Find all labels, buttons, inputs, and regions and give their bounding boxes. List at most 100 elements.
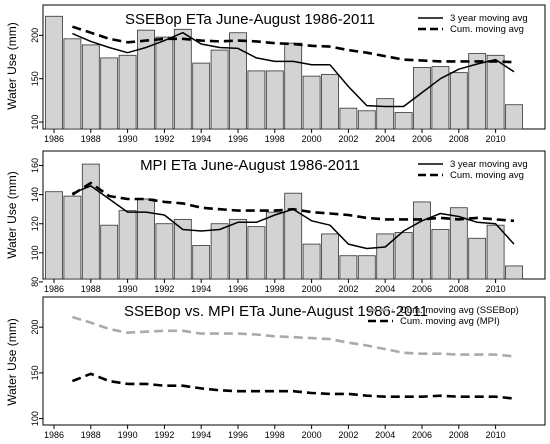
bar-2003 [357,255,376,280]
x-tick-label: 1988 [81,134,101,144]
y-tick-label: 100 [30,411,40,426]
chart-title: MPI ETa June-August 1986-2011 [140,157,360,174]
series-line-2 [71,25,515,64]
x-tick-label: 2000 [302,430,322,440]
plot-frame [42,296,546,426]
legend-entry: 3 year moving avg [450,13,528,24]
bar-2004 [376,98,395,130]
bar-2004 [376,233,395,280]
x-tick-label: 2006 [412,134,432,144]
y-axis-label: Water Use (mm) [5,171,19,259]
bar-1991 [137,29,155,130]
bar-1998 [265,211,284,280]
bar-1988 [81,44,100,130]
y-tick-label: 120 [30,216,40,231]
bar-1994 [192,245,211,280]
bar-1999 [284,42,303,130]
bar-2010 [486,224,505,280]
bar-1998 [265,70,284,130]
bar-1989 [100,57,119,130]
bar-2007 [431,229,450,280]
bar-1996 [229,32,247,130]
x-tick-label: 1990 [118,430,138,440]
x-tick-label: 1986 [44,430,64,440]
series-line-0 [72,315,515,358]
bar-1990 [118,54,137,130]
bar-2001 [321,233,339,280]
y-tick-label: 160 [30,158,40,173]
bar-2008 [449,72,468,130]
y-tick-label: 100 [30,245,40,260]
series-line-2 [71,181,515,223]
bar-1987 [63,195,82,280]
x-tick-label: 1994 [191,430,211,440]
bar-1999 [284,192,303,280]
bar-2001 [321,73,339,130]
bar-2010 [486,54,505,130]
x-tick-label: 2004 [375,134,395,144]
legend-entry: 3 year moving avg [450,159,528,170]
x-tick-label: 2010 [486,284,506,294]
x-tick-label: 1998 [265,134,285,144]
bar-1992 [155,36,174,130]
bar-1992 [155,223,174,280]
x-tick-label: 1986 [44,134,64,144]
chart-title: SSEBop vs. MPI ETa June-August 1986-2011 [124,303,428,320]
x-tick-label: 1998 [265,430,285,440]
x-tick-label: 2010 [486,134,506,144]
x-tick-label: 1996 [228,284,248,294]
bar-2011 [505,265,523,280]
x-tick-label: 2008 [449,284,469,294]
x-tick-label: 2008 [449,430,469,440]
bar-1986 [45,15,63,130]
bar-2009 [468,53,487,130]
bar-1993 [173,28,192,130]
legend-entry: Cum. moving avg [450,170,524,181]
legend-entry: Cum. moving avg (SSEBop) [400,305,519,316]
x-tick-label: 2006 [412,430,432,440]
bar-1986 [45,191,63,280]
bar-1993 [173,218,192,280]
x-tick-label: 2010 [486,430,506,440]
y-tick-label: 140 [30,187,40,202]
y-axis-label: Water Use (mm) [5,22,19,110]
chart-title: SSEBop ETa June-August 1986-2011 [125,11,375,28]
x-tick-label: 1994 [191,284,211,294]
bar-2003 [357,110,376,130]
bar-1988 [81,163,100,280]
bar-2009 [468,237,487,280]
x-tick-label: 1988 [81,430,101,440]
x-tick-label: 2006 [412,284,432,294]
y-tick-label: 100 [30,115,40,130]
x-tick-label: 2002 [338,284,358,294]
y-axis-label: Water Use (mm) [5,318,19,406]
y-tick-label: 200 [30,28,40,43]
x-tick-label: 2000 [302,284,322,294]
y-tick-label: 150 [30,365,40,380]
y-tick-label: 80 [30,277,40,287]
x-tick-label: 1996 [228,134,248,144]
bar-2006 [413,201,431,280]
bar-1995 [210,49,229,130]
bar-1996 [229,218,247,280]
x-tick-label: 1996 [228,430,248,440]
bar-2000 [302,75,321,130]
x-tick-label: 1992 [154,284,174,294]
x-tick-label: 1986 [44,284,64,294]
bar-1990 [118,210,137,280]
x-tick-label: 2002 [338,430,358,440]
legend-entry: Cum. moving avg (MPI) [400,316,500,327]
bar-1991 [137,198,155,280]
bar-1997 [247,226,266,280]
bar-1989 [100,224,119,280]
x-tick-label: 2004 [375,284,395,294]
x-tick-label: 2002 [338,134,358,144]
x-tick-label: 1990 [118,134,138,144]
x-tick-label: 1992 [154,134,174,144]
y-tick-label: 200 [30,320,40,335]
y-tick-label: 150 [30,71,40,86]
bar-2011 [505,104,523,130]
x-tick-label: 1998 [265,284,285,294]
panel-1: 100 150 200 1986 1988 1990 1992 1994 1996 1998 200… [5,4,546,144]
